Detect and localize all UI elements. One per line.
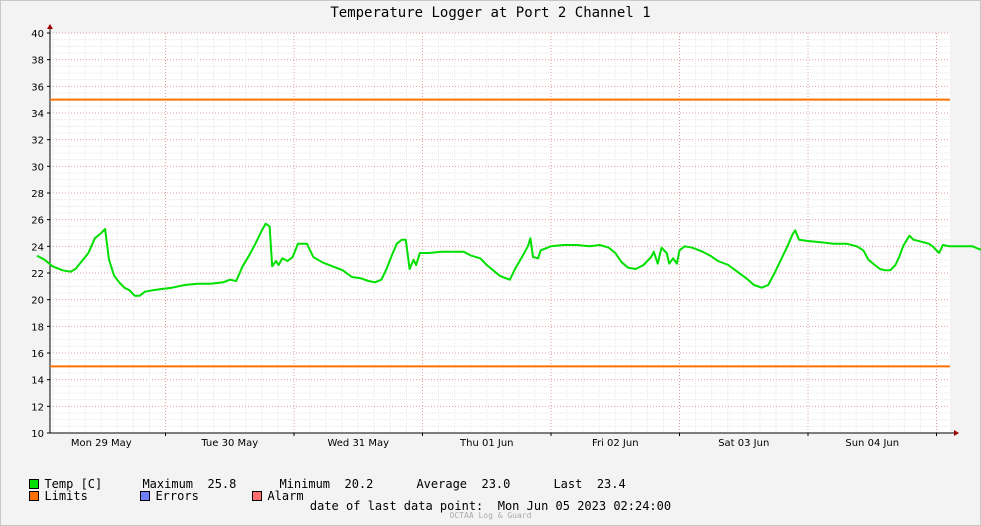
legend-errors: Errors: [126, 475, 199, 503]
legend-temp-label: Temp [C]: [44, 477, 103, 491]
series-temp-line: [36, 222, 981, 297]
x-tick-label: Thu 01 Jun: [459, 438, 514, 449]
last-data-point: date of last data point: Mon Jun 05 2023…: [0, 499, 981, 513]
y-tick-label: 18: [31, 322, 44, 333]
y-tick-label: 30: [31, 162, 44, 173]
y-tick-label: 20: [31, 296, 44, 307]
errors-swatch-icon: [140, 490, 151, 501]
legend-temp: Temp [C]: [15, 463, 102, 491]
x-tick-label: Sun 04 Jun: [845, 438, 899, 449]
last-data-point-label: date of last data point:: [309, 499, 484, 513]
legend-limits: Limits: [15, 475, 88, 503]
x-tick-label: Fri 02 Jun: [592, 438, 639, 449]
x-axis-arrow-icon: [954, 430, 959, 436]
x-tick-label: Mon 29 May: [71, 438, 132, 449]
maximum-value: 25.8: [207, 477, 237, 491]
last-data-point-value: Mon Jun 05 2023 02:24:00: [497, 499, 672, 513]
temp-swatch-icon: [29, 478, 40, 489]
y-tick-label: 40: [31, 29, 44, 40]
y-tick-label: 12: [31, 402, 44, 413]
minimum-label: Minimum: [279, 477, 331, 491]
legend-alarm-label: Alarm: [267, 489, 304, 503]
legend-average: Average 23.0: [402, 463, 510, 491]
maximum-label: Maximum: [142, 477, 194, 491]
y-tick-label: 36: [31, 82, 44, 93]
y-tick-label: 24: [31, 242, 44, 253]
legend-maximum: Maximum 25.8: [128, 463, 236, 491]
minimum-value: 20.2: [344, 477, 374, 491]
alarm-swatch-icon: [252, 490, 263, 501]
limits-swatch-icon: [29, 490, 40, 501]
y-axis-arrow-icon: [47, 24, 53, 29]
y-tick-label: 22: [31, 269, 44, 280]
credit-watermark: OCTAA Log & Guard: [449, 511, 532, 520]
y-tick-label: 34: [31, 109, 44, 120]
last-value: 23.4: [596, 477, 626, 491]
y-tick-label: 28: [31, 189, 44, 200]
legend-minimum: Minimum 20.2: [265, 463, 373, 491]
y-tick-label: 16: [31, 349, 44, 360]
y-tick-label: 14: [31, 376, 44, 387]
legend-last: Last 23.4: [539, 463, 626, 491]
average-label: Average: [416, 477, 468, 491]
x-tick-label: Wed 31 May: [327, 438, 389, 449]
y-tick-label: 38: [31, 56, 44, 67]
legend-limits-label: Limits: [44, 489, 88, 503]
average-value: 23.0: [481, 477, 511, 491]
x-tick-label: Sat 03 Jun: [718, 438, 769, 449]
last-label: Last: [553, 477, 583, 491]
legend-errors-label: Errors: [155, 489, 199, 503]
y-tick-label: 32: [31, 136, 44, 147]
legend-alarm: Alarm: [238, 475, 304, 503]
x-tick-label: Tue 30 May: [200, 438, 258, 449]
chart-title: Temperature Logger at Port 2 Channel 1: [330, 5, 651, 21]
y-tick-label: 10: [31, 429, 44, 440]
y-tick-label: 26: [31, 216, 44, 227]
